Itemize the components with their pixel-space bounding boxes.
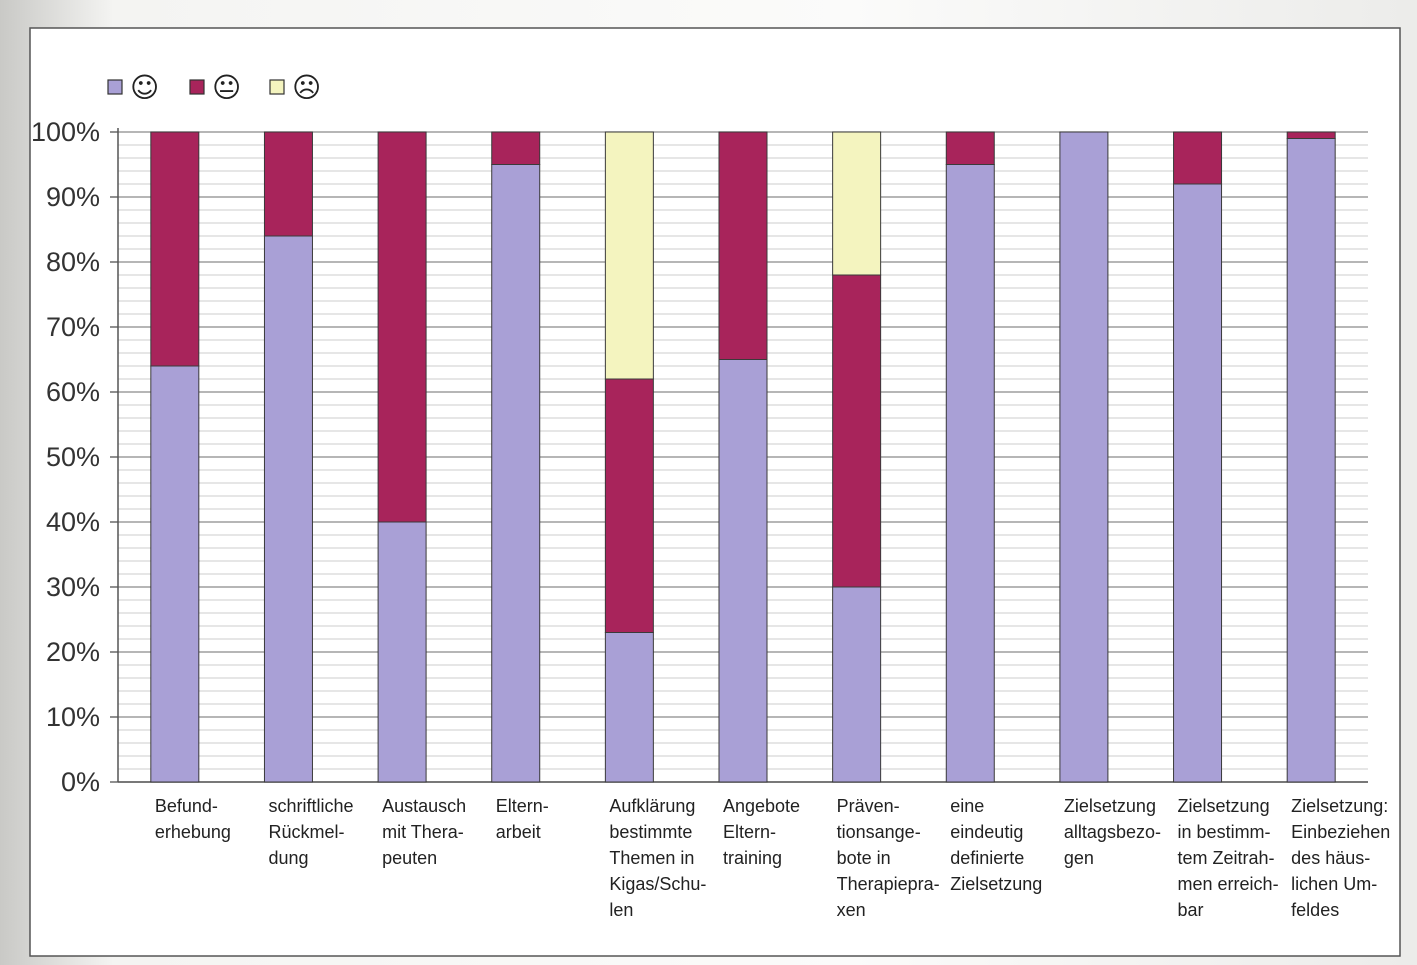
x-category-label-line: peuten xyxy=(382,848,437,868)
legend-face-icon: 😐 xyxy=(212,71,241,104)
bar-segment-series-2 xyxy=(718,131,768,360)
y-tick-label: 100% xyxy=(31,117,100,147)
x-category-label: Zielsetzung: Einbeziehen des häus-lichen U… xyxy=(1291,796,1390,920)
bar-segment-series-1 xyxy=(1059,131,1109,783)
legend-swatch xyxy=(107,79,123,95)
y-tick-label: 50% xyxy=(46,442,100,472)
y-axis-ticks: 0% 10% 20% 30% 40% 50% 60% 70% 80% 90% 100% xyxy=(31,117,118,797)
x-category-label: Zielsetzung alltagsbezo-gen xyxy=(1064,796,1161,868)
x-category-label-line: schriftliche xyxy=(268,796,353,816)
x-axis-labels: Befund-erhebung schriftliche Rückmel-dung A… xyxy=(155,796,1390,920)
y-tick-label: 90% xyxy=(46,182,100,212)
y-tick-label: 10% xyxy=(46,702,100,732)
bar-segment-series-2 xyxy=(1286,131,1336,139)
x-category-label-line: Befund- xyxy=(155,796,218,816)
x-category-label-line: Eltern- xyxy=(723,822,776,842)
x-category-label-line: des häus- xyxy=(1291,848,1370,868)
x-category-label-line: Zielsetzung xyxy=(950,874,1042,894)
y-tick-label: 40% xyxy=(46,507,100,537)
x-category-label: eine eindeutig definierte Zielsetzung xyxy=(950,796,1042,894)
x-category-label-line: Austausch xyxy=(382,796,466,816)
bar-segment-series-2 xyxy=(491,131,541,165)
bar-segment-series-1 xyxy=(832,586,882,783)
x-category-label-line: len xyxy=(609,900,633,920)
x-category-label: Zielsetzung in bestimm-tem Zeitrah-men er… xyxy=(1178,796,1279,920)
x-category-label-line: Angebote xyxy=(723,796,800,816)
y-tick-label: 0% xyxy=(61,767,100,797)
bar-segment-series-3 xyxy=(604,131,654,380)
bar-segment-series-2 xyxy=(150,131,200,367)
bar-segment-series-1 xyxy=(491,164,541,783)
x-category-label-line: erhebung xyxy=(155,822,231,842)
x-category-label-line: feldes xyxy=(1291,900,1339,920)
x-category-label-line: eindeutig xyxy=(950,822,1023,842)
x-category-label: Angebote Eltern-training xyxy=(723,796,800,868)
x-category-label-line: dung xyxy=(268,848,308,868)
x-category-label-line: bote in xyxy=(837,848,891,868)
bar-segment-series-2 xyxy=(945,131,995,165)
x-category-label-line: men erreich- xyxy=(1178,874,1279,894)
x-category-label-line: arbeit xyxy=(496,822,541,842)
legend-face-icon: ☺ xyxy=(130,71,159,104)
legend-swatch xyxy=(269,79,285,95)
legend: ☺ 😐 ☹ xyxy=(107,71,321,104)
x-category-label-line: in bestimm- xyxy=(1178,822,1271,842)
x-category-label-line: tem Zeitrah- xyxy=(1178,848,1275,868)
bar-segment-series-1 xyxy=(718,359,768,783)
legend-swatch xyxy=(189,79,205,95)
x-category-label: Aufklärung bestimmte Themen in Kigas/Schu-l… xyxy=(609,796,706,920)
x-category-label: Austausch mit Thera-peuten xyxy=(382,796,466,868)
bar-segment-series-2 xyxy=(263,131,313,237)
x-category-label-line: lichen Um- xyxy=(1291,874,1377,894)
x-category-label-line: bar xyxy=(1178,900,1204,920)
x-category-label-line: Themen in xyxy=(609,848,694,868)
legend-face-icon: ☹ xyxy=(292,71,321,104)
x-category-label-line: Zielsetzung xyxy=(1178,796,1270,816)
x-category-label-line: training xyxy=(723,848,782,868)
y-tick-label: 70% xyxy=(46,312,100,342)
bar-segment-series-2 xyxy=(832,274,882,588)
bar-segment-series-1 xyxy=(945,164,995,783)
x-category-label-line: Zielsetzung xyxy=(1064,796,1156,816)
x-category-label-line: gen xyxy=(1064,848,1094,868)
x-category-label-line: Zielsetzung: xyxy=(1291,796,1388,816)
bar-segment-series-1 xyxy=(150,365,200,783)
x-category-label: Eltern-arbeit xyxy=(496,796,549,842)
bar-segment-series-2 xyxy=(377,131,427,523)
x-category-label-line: tionsange- xyxy=(837,822,921,842)
x-category-label-line: Einbeziehen xyxy=(1291,822,1390,842)
bar-segment-series-1 xyxy=(1173,183,1223,783)
x-category-label-line: mit Thera- xyxy=(382,822,464,842)
bar-segment-series-1 xyxy=(1286,138,1336,783)
y-tick-label: 20% xyxy=(46,637,100,667)
x-category-label-line: Kigas/Schu- xyxy=(609,874,706,894)
bar-segment-series-2 xyxy=(1173,131,1223,185)
x-category-label-line: Präven- xyxy=(837,796,900,816)
x-category-label-line: Rückmel- xyxy=(268,822,344,842)
x-category-label-line: alltagsbezo- xyxy=(1064,822,1161,842)
y-tick-label: 30% xyxy=(46,572,100,602)
x-category-label-line: bestimmte xyxy=(609,822,692,842)
bar-segment-series-1 xyxy=(604,632,654,783)
x-category-label-line: eine xyxy=(950,796,984,816)
bar-segment-series-3 xyxy=(832,131,882,276)
bar-segment-series-1 xyxy=(377,521,427,783)
x-category-label: Präven-tionsange-bote in Therapiepra-xen xyxy=(837,796,940,920)
bar-segment-series-2 xyxy=(604,378,654,633)
bars xyxy=(150,131,1336,783)
y-tick-label: 60% xyxy=(46,377,100,407)
x-category-label-line: definierte xyxy=(950,848,1024,868)
x-category-label: schriftliche Rückmel-dung xyxy=(268,796,353,868)
plot-frame xyxy=(29,27,1401,957)
bar-segment-series-1 xyxy=(263,235,313,783)
y-tick-label: 80% xyxy=(46,247,100,277)
x-category-label-line: Aufklärung xyxy=(609,796,695,816)
x-category-label-line: Eltern- xyxy=(496,796,549,816)
x-category-label: Befund-erhebung xyxy=(155,796,231,842)
x-category-label-line: Therapiepra- xyxy=(837,874,940,894)
x-category-label-line: xen xyxy=(837,900,866,920)
